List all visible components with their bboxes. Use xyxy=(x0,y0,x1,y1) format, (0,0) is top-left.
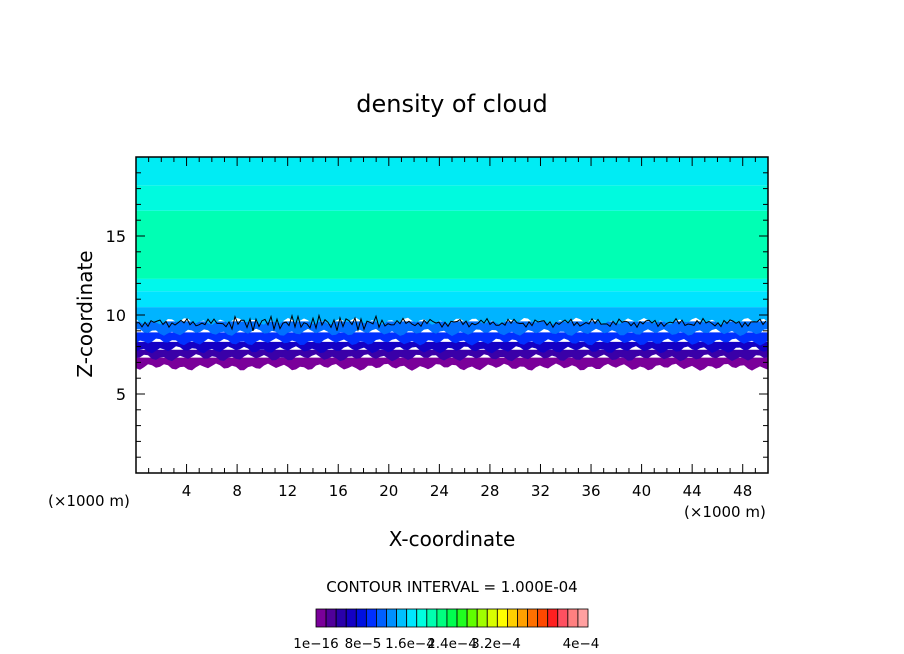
colorbar-swatch xyxy=(557,608,569,628)
x-tick-label: 16 xyxy=(329,482,348,500)
colorbar-swatch xyxy=(527,608,539,628)
colorbar-swatch xyxy=(355,608,367,628)
colorbar-swatch xyxy=(376,608,387,628)
x-tick-label: 8 xyxy=(232,482,242,500)
x-tick-label: 12 xyxy=(278,482,297,500)
y-axis-label: Z-coordinate xyxy=(73,250,97,377)
y-tick-label: 5 xyxy=(116,385,126,404)
x-tick-label: 24 xyxy=(430,482,449,500)
colorbar-swatch xyxy=(496,608,508,628)
x-tick-label: 40 xyxy=(632,482,651,500)
colorbar-swatch xyxy=(567,608,579,628)
colorbar-swatch xyxy=(577,608,589,628)
colorbar-swatch xyxy=(416,608,428,628)
colorbar-swatch xyxy=(436,608,448,628)
colorbar-swatch xyxy=(345,608,357,628)
y-tick-label: 10 xyxy=(106,306,126,325)
y-tick-label: 15 xyxy=(106,227,126,246)
x-axis-unit-right: (×1000 m) xyxy=(684,503,766,521)
contour-interval-text: CONTOUR INTERVAL = 1.000E-04 xyxy=(326,578,577,596)
colorbar-swatch xyxy=(325,608,337,628)
colorbar-swatch xyxy=(547,608,559,628)
x-tick-label: 4 xyxy=(182,482,192,500)
colorbar xyxy=(315,608,589,628)
density-band xyxy=(136,291,768,308)
x-tick-label: 28 xyxy=(480,482,499,500)
colorbar-swatch xyxy=(365,608,377,628)
colorbar-swatch xyxy=(446,608,458,628)
colorbar-swatch xyxy=(386,608,397,628)
x-axis-unit-left: (×1000 m) xyxy=(48,492,130,510)
colorbar-label: 3.2e−4 xyxy=(471,636,521,652)
colorbar-swatch xyxy=(517,608,528,628)
contour-line xyxy=(135,313,767,332)
colorbar-swatch xyxy=(426,608,438,628)
colorbar-label: 8e−5 xyxy=(345,636,382,652)
colorbar-swatch xyxy=(537,608,549,628)
x-tick-label: 32 xyxy=(531,482,550,500)
chart-title: density of cloud xyxy=(356,90,547,118)
colorbar-swatch xyxy=(507,608,518,628)
density-band xyxy=(136,278,768,292)
colorbar-swatch xyxy=(476,608,488,628)
x-tick-label: 36 xyxy=(581,482,600,500)
colorbar-label: 4e−4 xyxy=(563,636,600,652)
colorbar-swatch xyxy=(335,608,347,628)
colorbar-label: 1e−16 xyxy=(293,636,338,652)
density-band xyxy=(136,321,768,336)
colorbar-label: 1.6e−4 xyxy=(385,636,435,652)
x-tick-label: 20 xyxy=(379,482,398,500)
colorbar-labels: 1e−16 8e−5 1.6e−42.4e−43.2e−4 4e−4 xyxy=(293,636,599,652)
density-band xyxy=(136,210,768,279)
colorbar-label: 2.4e−4 xyxy=(427,636,477,652)
density-band xyxy=(136,332,768,346)
colorbar-swatch xyxy=(456,608,468,628)
density-band xyxy=(136,341,768,354)
colorbar-swatch xyxy=(466,608,478,628)
colorbar-swatch xyxy=(406,608,418,628)
x-axis-ticks: 4 8 12 16 20 24 28 32 36 40 44 48 xyxy=(148,157,756,500)
x-axis-label: X-coordinate xyxy=(389,527,516,551)
density-band xyxy=(136,357,768,371)
density-band xyxy=(136,157,768,186)
density-band xyxy=(136,185,768,211)
x-tick-label: 48 xyxy=(733,482,752,500)
y-axis-ticks: 5 10 15 xyxy=(106,172,768,458)
colorbar-swatch xyxy=(396,608,408,628)
x-tick-label: 44 xyxy=(683,482,702,500)
density-band xyxy=(136,307,768,325)
colorbar-swatch xyxy=(486,608,498,628)
colorbar-swatch xyxy=(315,608,327,628)
density-bands xyxy=(136,157,768,371)
